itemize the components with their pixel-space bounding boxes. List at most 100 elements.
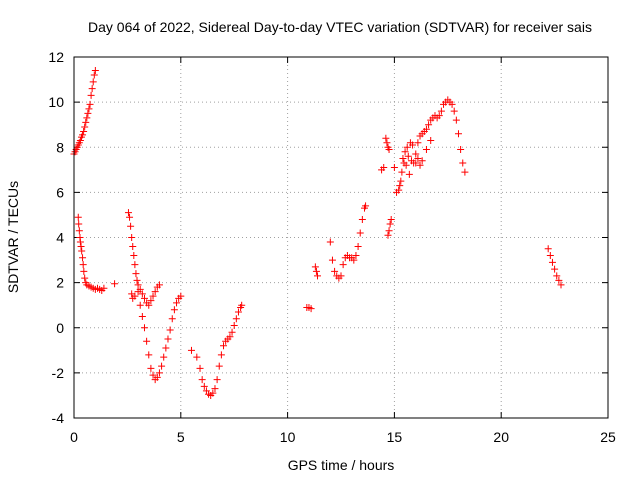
data-point [232, 315, 240, 323]
data-point [398, 168, 406, 176]
grid [74, 57, 608, 418]
data-point [88, 85, 96, 93]
x-tick-label: 25 [600, 429, 616, 445]
data-point [140, 324, 148, 332]
data-point [87, 91, 95, 99]
data-point [90, 71, 98, 79]
y-tick-label: 8 [56, 139, 64, 155]
data-point [136, 301, 144, 309]
data-point [226, 333, 234, 341]
data-point [86, 100, 94, 108]
data-point [215, 362, 223, 370]
data-point [387, 215, 395, 223]
data-point [403, 143, 411, 151]
data-point [140, 294, 148, 302]
data-point [198, 376, 206, 384]
data-point [459, 159, 467, 167]
data-point [553, 272, 561, 280]
data-point [238, 301, 246, 309]
data-point [383, 139, 391, 147]
data-point [422, 146, 430, 154]
data-point [196, 364, 204, 372]
data-point [138, 290, 146, 298]
data-point [425, 121, 433, 129]
data-point [131, 261, 139, 269]
data-point [126, 213, 134, 221]
data-point [170, 306, 178, 314]
data-point [551, 265, 559, 273]
data-point [89, 78, 97, 86]
data-point [75, 227, 83, 235]
data-point [160, 353, 168, 361]
data-point [354, 243, 362, 251]
data-point [384, 231, 392, 239]
x-axis-label: GPS time / hours [288, 457, 395, 473]
data-point [138, 312, 146, 320]
data-point [75, 220, 83, 228]
data-point [76, 238, 84, 246]
data-point [200, 382, 208, 390]
data-point [414, 155, 422, 163]
data-point [461, 168, 469, 176]
data-point [312, 267, 320, 275]
data-point [385, 227, 393, 235]
data-point [217, 351, 225, 359]
y-tick-label: -4 [52, 410, 65, 426]
data-point [79, 254, 87, 262]
data-point [111, 280, 119, 288]
data-point [133, 276, 141, 284]
data-point [546, 252, 554, 260]
data-point [311, 263, 319, 271]
data-point [435, 112, 443, 120]
data-point [147, 297, 155, 305]
data-point [128, 234, 136, 241]
data-point [350, 256, 358, 264]
x-tick-label: 15 [387, 429, 403, 445]
data-point [145, 351, 153, 359]
data-point [390, 164, 398, 172]
data-point [130, 252, 138, 260]
data-point [382, 134, 390, 142]
axis-ticks: 0 5 10 15 20 25 -4 -2 0 2 4 6 8 10 12 [48, 49, 616, 445]
data-point [168, 315, 176, 323]
data-point [77, 243, 85, 251]
data-point [213, 376, 221, 384]
y-tick-label: 4 [56, 230, 64, 246]
data-point [131, 292, 139, 300]
data-point [164, 335, 172, 343]
data-point [80, 267, 88, 275]
data-point [422, 125, 430, 133]
data-point [127, 222, 135, 230]
x-tick-label: 5 [177, 429, 185, 445]
data-point [209, 389, 217, 397]
data-point [129, 243, 137, 251]
data-point [555, 276, 563, 284]
data-point [404, 152, 412, 160]
data-point [352, 252, 360, 260]
data-point [79, 131, 87, 139]
data-point [358, 215, 366, 223]
data-point [173, 299, 181, 307]
x-tick-label: 20 [493, 429, 509, 445]
data-point [100, 284, 108, 292]
data-point [81, 274, 89, 282]
data-point [177, 292, 185, 300]
data-point [405, 170, 413, 178]
y-tick-label: 6 [56, 184, 64, 200]
data-point [153, 373, 161, 381]
data-point [314, 272, 322, 280]
data-point [143, 337, 151, 345]
data-point [91, 67, 99, 75]
data-point [83, 114, 91, 122]
data-point [158, 362, 166, 370]
data-point [395, 186, 403, 194]
data-point [412, 159, 420, 167]
data-point [230, 321, 238, 329]
x-tick-label: 0 [70, 429, 78, 445]
data-point [328, 256, 336, 264]
data-point [80, 127, 88, 135]
data-point [437, 107, 445, 115]
data-point [402, 161, 410, 169]
data-point [399, 155, 407, 163]
plot-frame [73, 56, 609, 419]
